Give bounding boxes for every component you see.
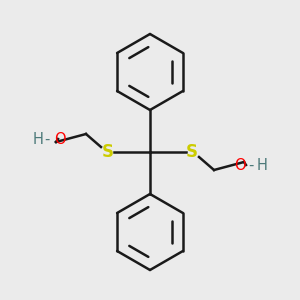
Text: -: - bbox=[248, 158, 254, 172]
Text: H: H bbox=[32, 131, 43, 146]
Text: S: S bbox=[102, 143, 114, 161]
Text: O: O bbox=[54, 131, 66, 146]
Text: O: O bbox=[234, 158, 246, 172]
Text: -: - bbox=[44, 131, 50, 146]
Text: S: S bbox=[186, 143, 198, 161]
Text: H: H bbox=[257, 158, 268, 172]
